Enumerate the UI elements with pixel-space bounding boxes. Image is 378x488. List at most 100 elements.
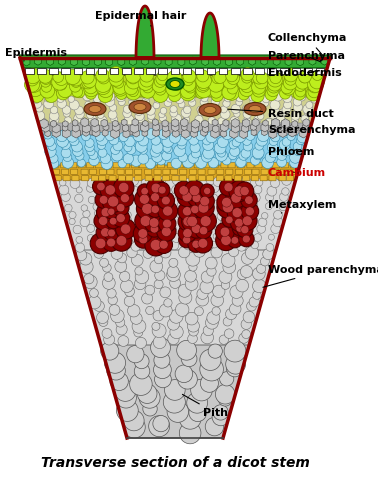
Circle shape <box>128 86 138 97</box>
Circle shape <box>97 116 107 126</box>
Circle shape <box>113 78 124 88</box>
Circle shape <box>172 175 182 185</box>
Polygon shape <box>261 57 268 65</box>
Polygon shape <box>111 129 119 139</box>
Circle shape <box>198 203 209 213</box>
Circle shape <box>183 116 190 123</box>
Circle shape <box>125 212 131 218</box>
FancyBboxPatch shape <box>228 163 235 168</box>
Circle shape <box>169 310 183 323</box>
Circle shape <box>41 118 47 124</box>
Circle shape <box>262 213 268 219</box>
Circle shape <box>241 148 251 158</box>
Circle shape <box>58 83 72 98</box>
Polygon shape <box>62 125 68 131</box>
Circle shape <box>56 80 67 90</box>
Polygon shape <box>172 119 179 127</box>
Circle shape <box>253 291 261 299</box>
Circle shape <box>72 146 83 157</box>
Polygon shape <box>92 123 100 132</box>
Polygon shape <box>34 57 42 65</box>
FancyBboxPatch shape <box>271 169 278 174</box>
Circle shape <box>183 236 191 244</box>
FancyBboxPatch shape <box>255 163 262 168</box>
Polygon shape <box>165 58 172 66</box>
Circle shape <box>150 208 158 216</box>
Circle shape <box>159 240 168 249</box>
Circle shape <box>116 92 125 102</box>
Polygon shape <box>42 123 50 132</box>
Circle shape <box>227 83 238 94</box>
Bar <box>243 67 252 74</box>
Circle shape <box>208 204 214 210</box>
Polygon shape <box>211 129 219 138</box>
Circle shape <box>195 157 207 168</box>
Circle shape <box>116 89 127 100</box>
Polygon shape <box>251 129 257 136</box>
Circle shape <box>171 158 181 168</box>
Polygon shape <box>81 118 89 127</box>
Circle shape <box>227 72 239 84</box>
Circle shape <box>160 240 167 248</box>
Circle shape <box>140 74 153 87</box>
Circle shape <box>135 270 149 284</box>
Bar <box>86 67 94 74</box>
Circle shape <box>210 183 219 193</box>
Circle shape <box>199 234 206 242</box>
Circle shape <box>69 72 83 86</box>
Circle shape <box>231 104 240 114</box>
FancyBboxPatch shape <box>154 169 161 174</box>
Circle shape <box>88 196 96 203</box>
FancyBboxPatch shape <box>148 163 155 168</box>
Polygon shape <box>123 130 130 138</box>
Circle shape <box>225 234 234 243</box>
Circle shape <box>132 254 143 266</box>
Circle shape <box>172 114 181 124</box>
Circle shape <box>116 318 125 327</box>
Circle shape <box>129 98 136 106</box>
Circle shape <box>221 281 230 289</box>
Circle shape <box>204 187 211 195</box>
Circle shape <box>222 85 236 100</box>
Circle shape <box>40 77 51 87</box>
Circle shape <box>250 99 256 105</box>
Circle shape <box>179 218 188 227</box>
Circle shape <box>183 192 191 201</box>
Circle shape <box>197 186 206 196</box>
FancyBboxPatch shape <box>109 176 116 181</box>
Circle shape <box>282 81 295 95</box>
Circle shape <box>223 100 230 107</box>
Circle shape <box>222 156 231 165</box>
Circle shape <box>85 142 94 152</box>
Circle shape <box>189 326 198 336</box>
Circle shape <box>167 71 182 85</box>
Bar <box>170 67 179 74</box>
Circle shape <box>148 115 155 122</box>
Circle shape <box>198 239 208 248</box>
Polygon shape <box>261 123 269 132</box>
FancyBboxPatch shape <box>51 163 58 168</box>
Circle shape <box>221 254 235 267</box>
Circle shape <box>184 132 192 140</box>
Circle shape <box>130 233 138 241</box>
Circle shape <box>158 215 176 232</box>
Bar <box>146 67 155 74</box>
Circle shape <box>135 141 147 152</box>
Circle shape <box>109 72 123 86</box>
Circle shape <box>126 74 141 89</box>
Circle shape <box>155 270 165 281</box>
Polygon shape <box>83 128 89 136</box>
Circle shape <box>74 87 85 98</box>
Circle shape <box>305 109 311 116</box>
Circle shape <box>273 91 283 101</box>
Circle shape <box>153 102 160 109</box>
Circle shape <box>201 95 208 102</box>
Circle shape <box>169 258 178 267</box>
Circle shape <box>57 99 67 108</box>
Circle shape <box>151 183 161 193</box>
Circle shape <box>180 84 195 99</box>
Polygon shape <box>132 119 138 126</box>
FancyBboxPatch shape <box>95 163 102 168</box>
FancyBboxPatch shape <box>61 163 68 168</box>
Circle shape <box>301 115 309 122</box>
